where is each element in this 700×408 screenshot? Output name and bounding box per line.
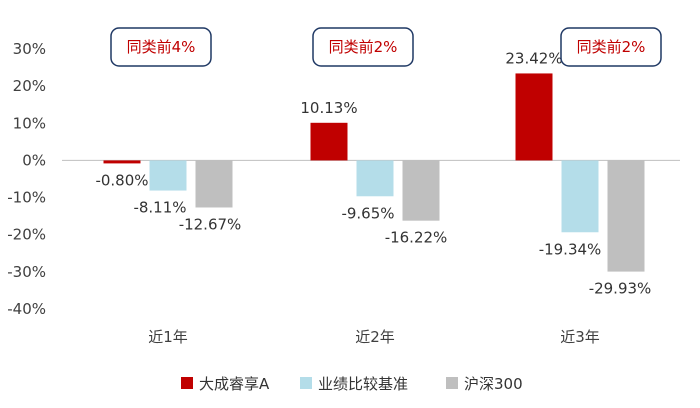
bar-csi300 (195, 160, 233, 208)
y-tick-label: -20% (7, 226, 46, 244)
data-label: 10.13% (300, 99, 357, 117)
bar-fund (310, 122, 348, 161)
legend-swatch (300, 377, 312, 389)
y-tick-label: -10% (7, 189, 46, 207)
bar-benchmark (356, 160, 394, 197)
bar-benchmark (561, 160, 599, 233)
rank-badge (312, 27, 414, 67)
bar-csi300 (402, 160, 440, 221)
legend-label: 沪深300 (464, 375, 523, 393)
category-label: 近3年 (560, 328, 600, 346)
rank-badge-text: 同类前2% (577, 38, 646, 56)
data-label: -19.34% (539, 240, 602, 258)
bar-fund (103, 160, 141, 164)
legend-label: 业绩比较基准 (318, 375, 408, 393)
rank-badge (560, 27, 662, 67)
legend-swatch (446, 377, 458, 389)
rank-badge (110, 27, 212, 67)
y-tick-label: 30% (13, 40, 46, 58)
rank-badge-text: 同类前4% (127, 38, 196, 56)
legend-swatch (181, 377, 193, 389)
rank-badge-text: 同类前2% (329, 38, 398, 56)
data-label: -29.93% (589, 280, 652, 298)
legend-label: 大成睿享A (199, 375, 270, 393)
category-label: 近2年 (355, 328, 395, 346)
category-label: 近1年 (148, 328, 188, 346)
y-tick-label: 0% (22, 151, 46, 169)
data-label: 23.42% (505, 49, 562, 67)
y-tick-label: -30% (7, 263, 46, 281)
bar-csi300 (607, 160, 645, 272)
data-label: -12.67% (179, 215, 242, 233)
data-label: -9.65% (341, 204, 394, 222)
y-tick-label: 20% (13, 77, 46, 95)
y-tick-label: 10% (13, 114, 46, 132)
data-label: -0.80% (95, 171, 148, 189)
data-label: -16.22% (385, 229, 448, 247)
bar-benchmark (149, 160, 187, 191)
bar-fund (515, 73, 553, 161)
data-label: -8.11% (133, 199, 186, 217)
y-tick-label: -40% (7, 300, 46, 318)
